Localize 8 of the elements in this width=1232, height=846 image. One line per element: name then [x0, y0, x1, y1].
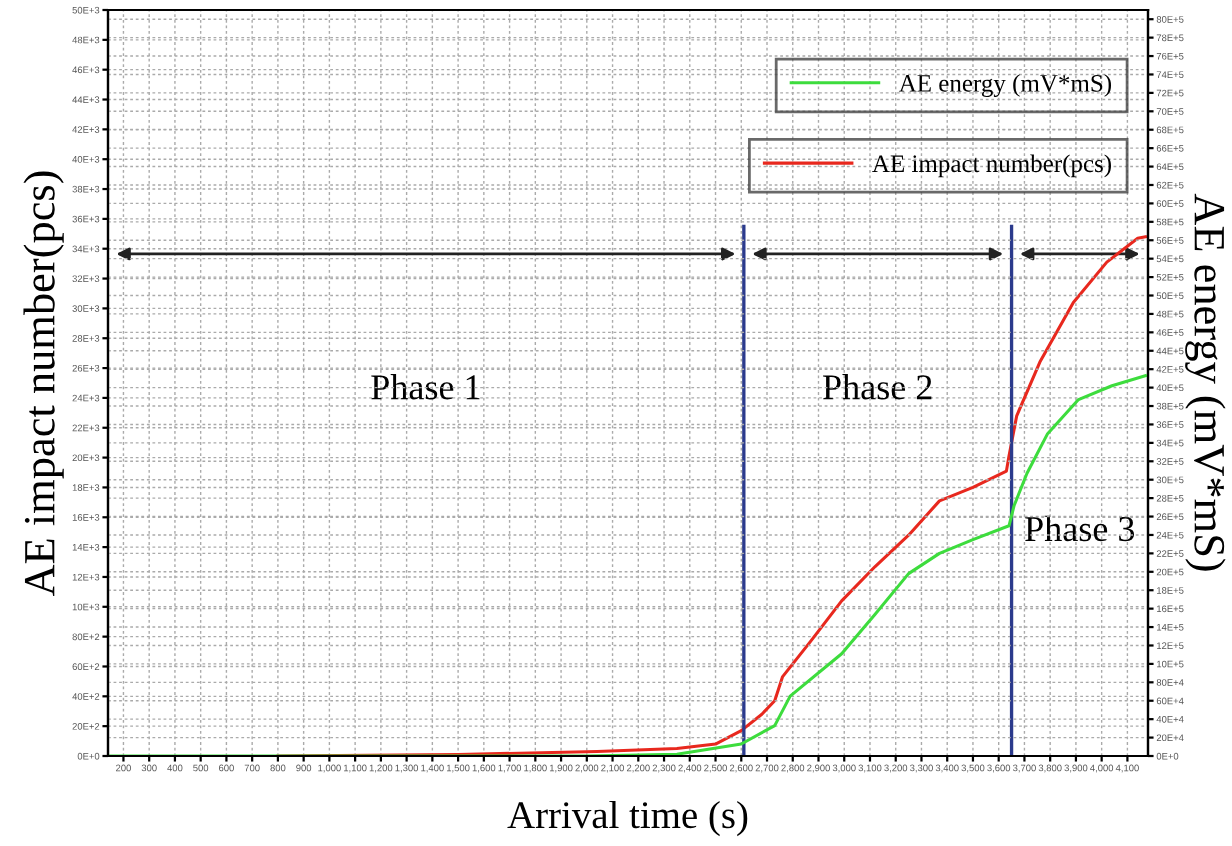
x-axis-title: Arrival time (s) [507, 800, 748, 837]
legend-label: AE energy (mV*mS) [898, 74, 1111, 97]
legend-label: AE impact number(pcs) [872, 154, 1111, 178]
y-axis-title: AE impact number(pcs) [23, 171, 64, 597]
y2-axis-title: AE energy (mV*mS) [1185, 193, 1226, 571]
annotation: Phase 1 [371, 374, 480, 400]
annotation: Phase 3 [1025, 515, 1135, 542]
annotation: Phase 2 [823, 374, 932, 400]
